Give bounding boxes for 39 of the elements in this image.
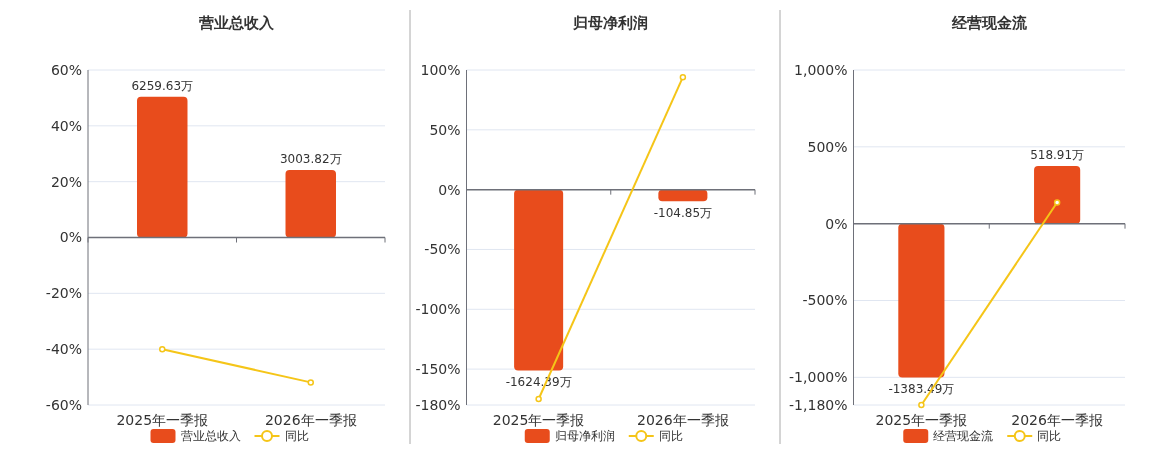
data-label: 518.91万 <box>1030 148 1085 163</box>
legend-label: 经营现金流 <box>933 429 994 444</box>
y-tick-label: 50% <box>429 121 461 138</box>
x-tick-label: 2025年一季报 <box>492 412 585 428</box>
legend-label: 归母净利润 <box>554 429 615 444</box>
y-tick-label: -1,000% <box>789 369 848 386</box>
data-label: 6259.63万 <box>131 78 194 93</box>
y-tick-label: 20% <box>50 173 82 190</box>
y-tick-label: 0% <box>825 215 848 232</box>
y-tick-label: 100% <box>420 61 461 78</box>
y-tick-label: 500% <box>807 138 848 155</box>
y-tick-label: -1,180% <box>789 396 848 413</box>
legend-label: 同比 <box>658 429 683 444</box>
y-tick-label: -50% <box>424 241 461 258</box>
x-tick-label: 2025年一季报 <box>116 412 209 428</box>
y-tick-label: -180% <box>415 396 461 413</box>
y-tick-label: -100% <box>415 301 461 318</box>
y-tick-label: 0% <box>438 181 461 198</box>
y-tick-label: -500% <box>802 292 848 309</box>
chart-title: 营业总收入 <box>198 14 275 32</box>
chart-title: 归母净利润 <box>572 14 649 32</box>
y-tick-label: -40% <box>45 341 82 358</box>
data-label: 3003.82万 <box>279 151 342 166</box>
x-tick-label: 2026年一季报 <box>1011 412 1103 428</box>
y-tick-label: -60% <box>45 396 82 413</box>
x-tick-label: 2026年一季报 <box>264 412 357 428</box>
y-tick-label: 60% <box>50 61 82 78</box>
y-tick-label: 1,000% <box>794 61 848 78</box>
x-tick-label: 2025年一季报 <box>875 412 968 428</box>
x-tick-label: 2026年一季报 <box>637 412 729 428</box>
data-label: -104.85万 <box>653 206 713 221</box>
y-tick-label: -20% <box>45 285 82 302</box>
y-tick-label: 40% <box>50 117 82 134</box>
legend-label: 同比 <box>284 429 309 444</box>
legend-label: 同比 <box>1037 429 1062 444</box>
y-tick-label: 0% <box>59 229 82 246</box>
y-tick-label: -150% <box>415 361 461 378</box>
legend-label: 营业总收入 <box>180 429 241 444</box>
chart-title: 经营现金流 <box>950 14 1028 32</box>
